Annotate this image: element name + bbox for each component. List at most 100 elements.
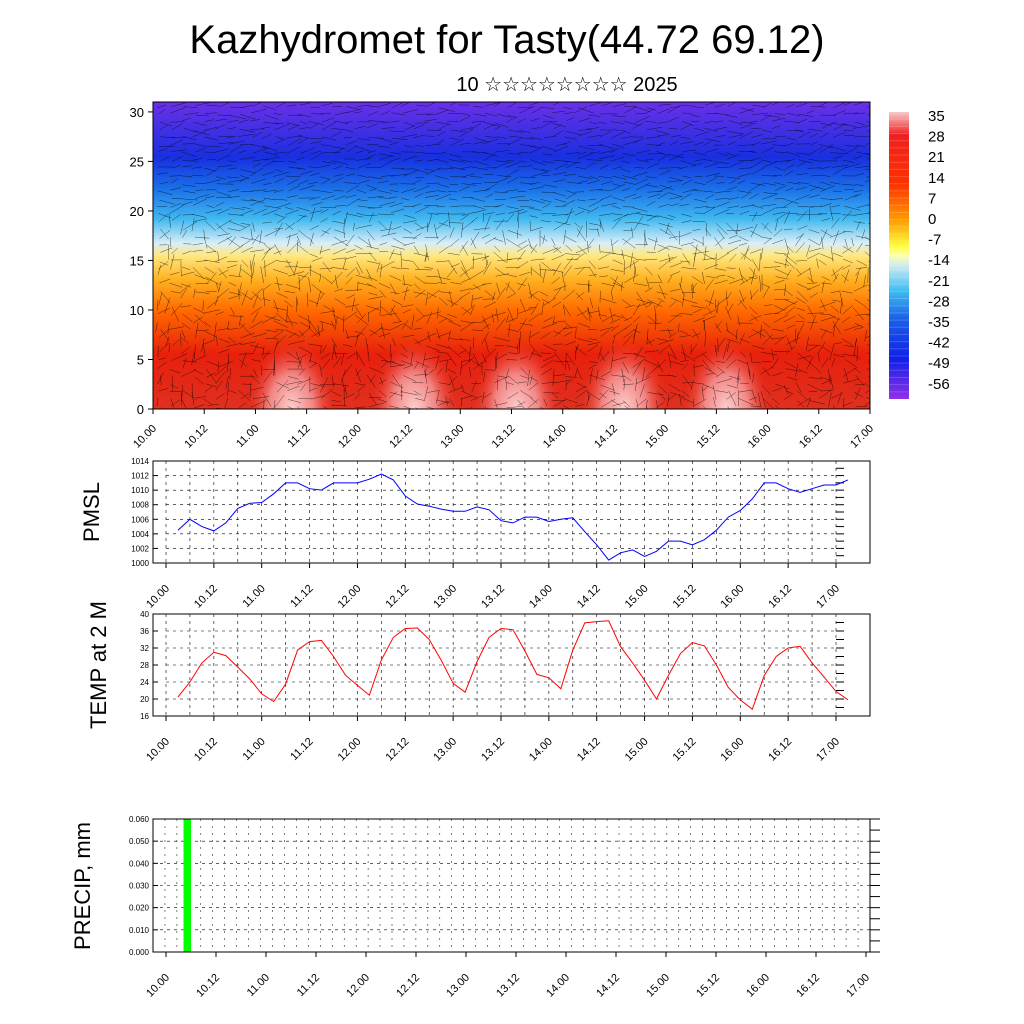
x-tick-label: 13.12 [479, 583, 507, 611]
x-tick-label: 11.00 [234, 423, 261, 450]
temp-x-axis: 10.00 10.12 11.00 11.12 12.00 12.12 13.00 13.12… [144, 716, 842, 764]
y-tick-label: 0.020 [129, 904, 150, 913]
x-tick-label: 13.00 [431, 583, 459, 611]
y-tick-label: 0.040 [129, 859, 150, 868]
chart-title: Kazhydromet for Tasty(44.72 69.12) [189, 18, 824, 62]
y-tick-label: 36 [140, 627, 149, 636]
y-tick-label: 1002 [131, 544, 149, 553]
x-tick-label: 17.00 [844, 972, 872, 1000]
colorbar-label: -28 [928, 293, 950, 310]
x-tick-label: 12.12 [383, 583, 411, 611]
colorbar-label: -42 [928, 335, 950, 352]
y-tick-label: 1004 [131, 530, 149, 539]
x-tick-label: 14.12 [575, 736, 603, 764]
colorbar-label: 14 [928, 170, 945, 187]
chart-subtitle: 10 ☆☆☆☆☆☆☆☆ 2025 [456, 74, 677, 96]
x-tick-label: 10.00 [131, 423, 159, 451]
temp-y-axis: 16 20 24 28 32 36 40 [140, 610, 158, 721]
y-tick-label: 20 [130, 204, 144, 219]
precip-grid [152, 818, 880, 953]
y-tick-label: 1014 [131, 457, 149, 466]
x-tick-label: 15.00 [623, 583, 651, 611]
x-tick-label: 12.12 [394, 972, 422, 1000]
colorbar: 35 28 21 14 7 0 -7 -14 -21 -28 -35 -42 -49 -56 [889, 108, 950, 399]
colorbar-label: 7 [928, 190, 936, 207]
x-tick-label: 14.00 [527, 583, 555, 611]
warm-cell [682, 339, 771, 409]
x-tick-label: 14.00 [527, 736, 555, 764]
x-tick-label: 12.00 [336, 736, 364, 764]
x-tick-label: 11.12 [288, 736, 315, 763]
y-tick-label: 5 [137, 352, 144, 367]
x-tick-label: 16.12 [766, 583, 794, 611]
y-tick-label: 1012 [131, 472, 149, 481]
x-tick-label: 11.00 [240, 583, 267, 610]
x-tick-label: 16.12 [794, 972, 822, 1000]
x-tick-label: 17.00 [814, 583, 842, 611]
x-tick-label: 14.12 [594, 972, 622, 1000]
y-tick-label: 24 [140, 678, 149, 687]
x-tick-label: 14.12 [575, 583, 603, 611]
x-tick-label: 11.00 [240, 736, 267, 763]
y-tick-label: 30 [130, 105, 144, 120]
x-tick-label: 15.00 [623, 736, 651, 764]
temp-panel: 16 20 24 28 32 36 40 10.00 10.12 11.00 11.12 12.00… [86, 601, 871, 764]
warm-cell [370, 339, 459, 409]
x-tick-label: 15.12 [694, 972, 722, 1000]
colorbar-label: 21 [928, 149, 945, 166]
y-tick-label: 40 [140, 610, 149, 619]
wind-vectors [155, 102, 870, 409]
y-tick-label: 1008 [131, 501, 149, 510]
y-tick-label: 0.060 [129, 815, 150, 824]
colorbar-ramp [889, 112, 909, 399]
cross-section-y-axis: 0 5 10 15 20 25 30 [130, 105, 153, 417]
y-tick-label: 28 [140, 661, 149, 670]
pmsl-frame [152, 460, 871, 564]
y-tick-label: 0.050 [129, 837, 150, 846]
x-tick-label: 16.00 [744, 972, 772, 1000]
x-tick-label: 12.12 [387, 423, 415, 451]
x-tick-label: 11.12 [288, 583, 315, 610]
x-tick-label: 17.00 [814, 736, 842, 764]
temp-line [177, 620, 849, 711]
wind-vector-field [155, 102, 870, 409]
x-tick-label: 14.12 [592, 423, 620, 451]
x-tick-label: 12.00 [336, 423, 364, 451]
x-tick-label: 10.12 [194, 972, 222, 1000]
x-tick-label: 10.12 [182, 423, 210, 451]
x-tick-label: 16.00 [746, 423, 774, 451]
x-tick-label: 13.00 [444, 972, 472, 1000]
x-tick-label: 15.00 [644, 972, 672, 1000]
x-tick-label: 16.12 [797, 423, 825, 451]
y-tick-label: 15 [130, 253, 144, 268]
x-tick-label: 12.12 [383, 736, 411, 764]
colorbar-labels: 35 28 21 14 7 0 -7 -14 -21 -28 -35 -42 -49 -56 [928, 108, 950, 393]
x-tick-label: 15.00 [643, 423, 671, 451]
x-tick-label: 14.00 [544, 972, 572, 1000]
x-tick-label: 16.00 [718, 736, 746, 764]
temp-ylabel: TEMP at 2 M [86, 601, 111, 729]
x-tick-label: 13.12 [490, 423, 518, 451]
x-tick-label: 10.00 [144, 972, 172, 1000]
y-tick-label: 20 [140, 695, 149, 704]
x-tick-label: 14.00 [541, 423, 569, 451]
x-tick-label: 13.12 [479, 736, 507, 764]
x-tick-label: 12.00 [336, 583, 364, 611]
precip-bar [183, 819, 191, 952]
x-tick-label: 15.12 [671, 583, 699, 611]
colorbar-label: -21 [928, 273, 950, 290]
colorbar-label: 35 [928, 108, 945, 125]
pmsl-line [177, 473, 849, 561]
y-tick-label: 1010 [131, 486, 149, 495]
y-tick-label: 0.000 [129, 948, 150, 957]
x-tick-label: 11.00 [245, 972, 272, 999]
warm-cell [472, 339, 561, 409]
colorbar-label: -7 [928, 232, 941, 249]
colorbar-label: 28 [928, 129, 945, 146]
pmsl-x-axis: 10.00 10.12 11.00 11.12 12.00 12.12 13.00 13.12… [144, 563, 842, 611]
precip-x-axis: 10.00 10.12 11.00 11.12 12.00 12.12 13.00 13.12… [144, 952, 872, 1000]
precip-bars [183, 819, 191, 952]
y-tick-label: 25 [130, 154, 144, 169]
x-tick-label: 10.12 [192, 736, 220, 764]
